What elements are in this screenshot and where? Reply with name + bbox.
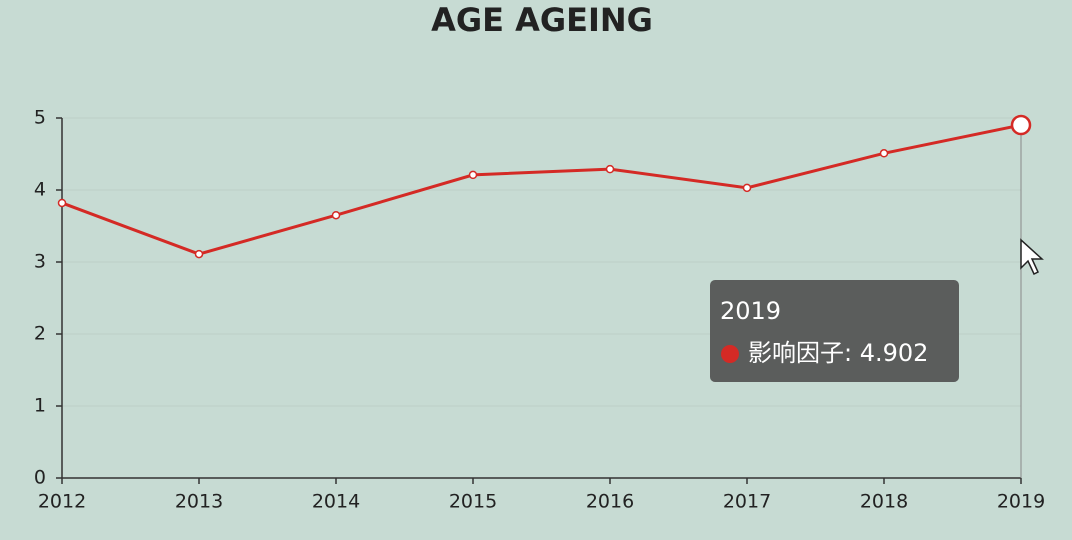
data-point (57, 198, 67, 208)
x-tick-label: 2015 (449, 491, 497, 513)
data-point (331, 210, 341, 220)
plot-area: 0 1 2 3 4 5 2012 2013 2014 2015 2016 2017 2018 2019 (34, 107, 1045, 513)
cursor (1020, 238, 1044, 276)
data-point (1010, 114, 1032, 136)
y-tick-label: 3 (34, 251, 46, 273)
y-tick-label: 2 (34, 323, 46, 345)
data-point (194, 249, 204, 259)
tooltip-title: 2019 (720, 297, 781, 325)
data-point (742, 183, 752, 193)
y-tick-label: 0 (34, 467, 46, 489)
tooltip-label: 影响因子: 4.902 (748, 339, 928, 367)
data-point (468, 170, 478, 180)
y-tick-label: 1 (34, 395, 46, 417)
y-tick-label: 4 (34, 179, 46, 201)
series-line (61, 123, 1022, 256)
x-tick-label: 2019 (997, 491, 1045, 513)
x-tick-label: 2016 (586, 491, 634, 513)
x-tick-label: 2014 (312, 491, 360, 513)
chart-title: AGE AGEING (431, 1, 653, 39)
tooltip: 2019 影响因子: 4.902 (710, 280, 959, 382)
x-tick-label: 2017 (723, 491, 771, 513)
x-tick-label: 2018 (860, 491, 908, 513)
y-tick-label: 5 (34, 107, 46, 129)
data-point (879, 149, 889, 158)
tooltip-marker (721, 345, 739, 363)
data-point (605, 164, 615, 174)
tooltip-box (710, 280, 959, 382)
x-tick-label: 2012 (38, 491, 86, 513)
x-tick-label: 2013 (175, 491, 223, 513)
